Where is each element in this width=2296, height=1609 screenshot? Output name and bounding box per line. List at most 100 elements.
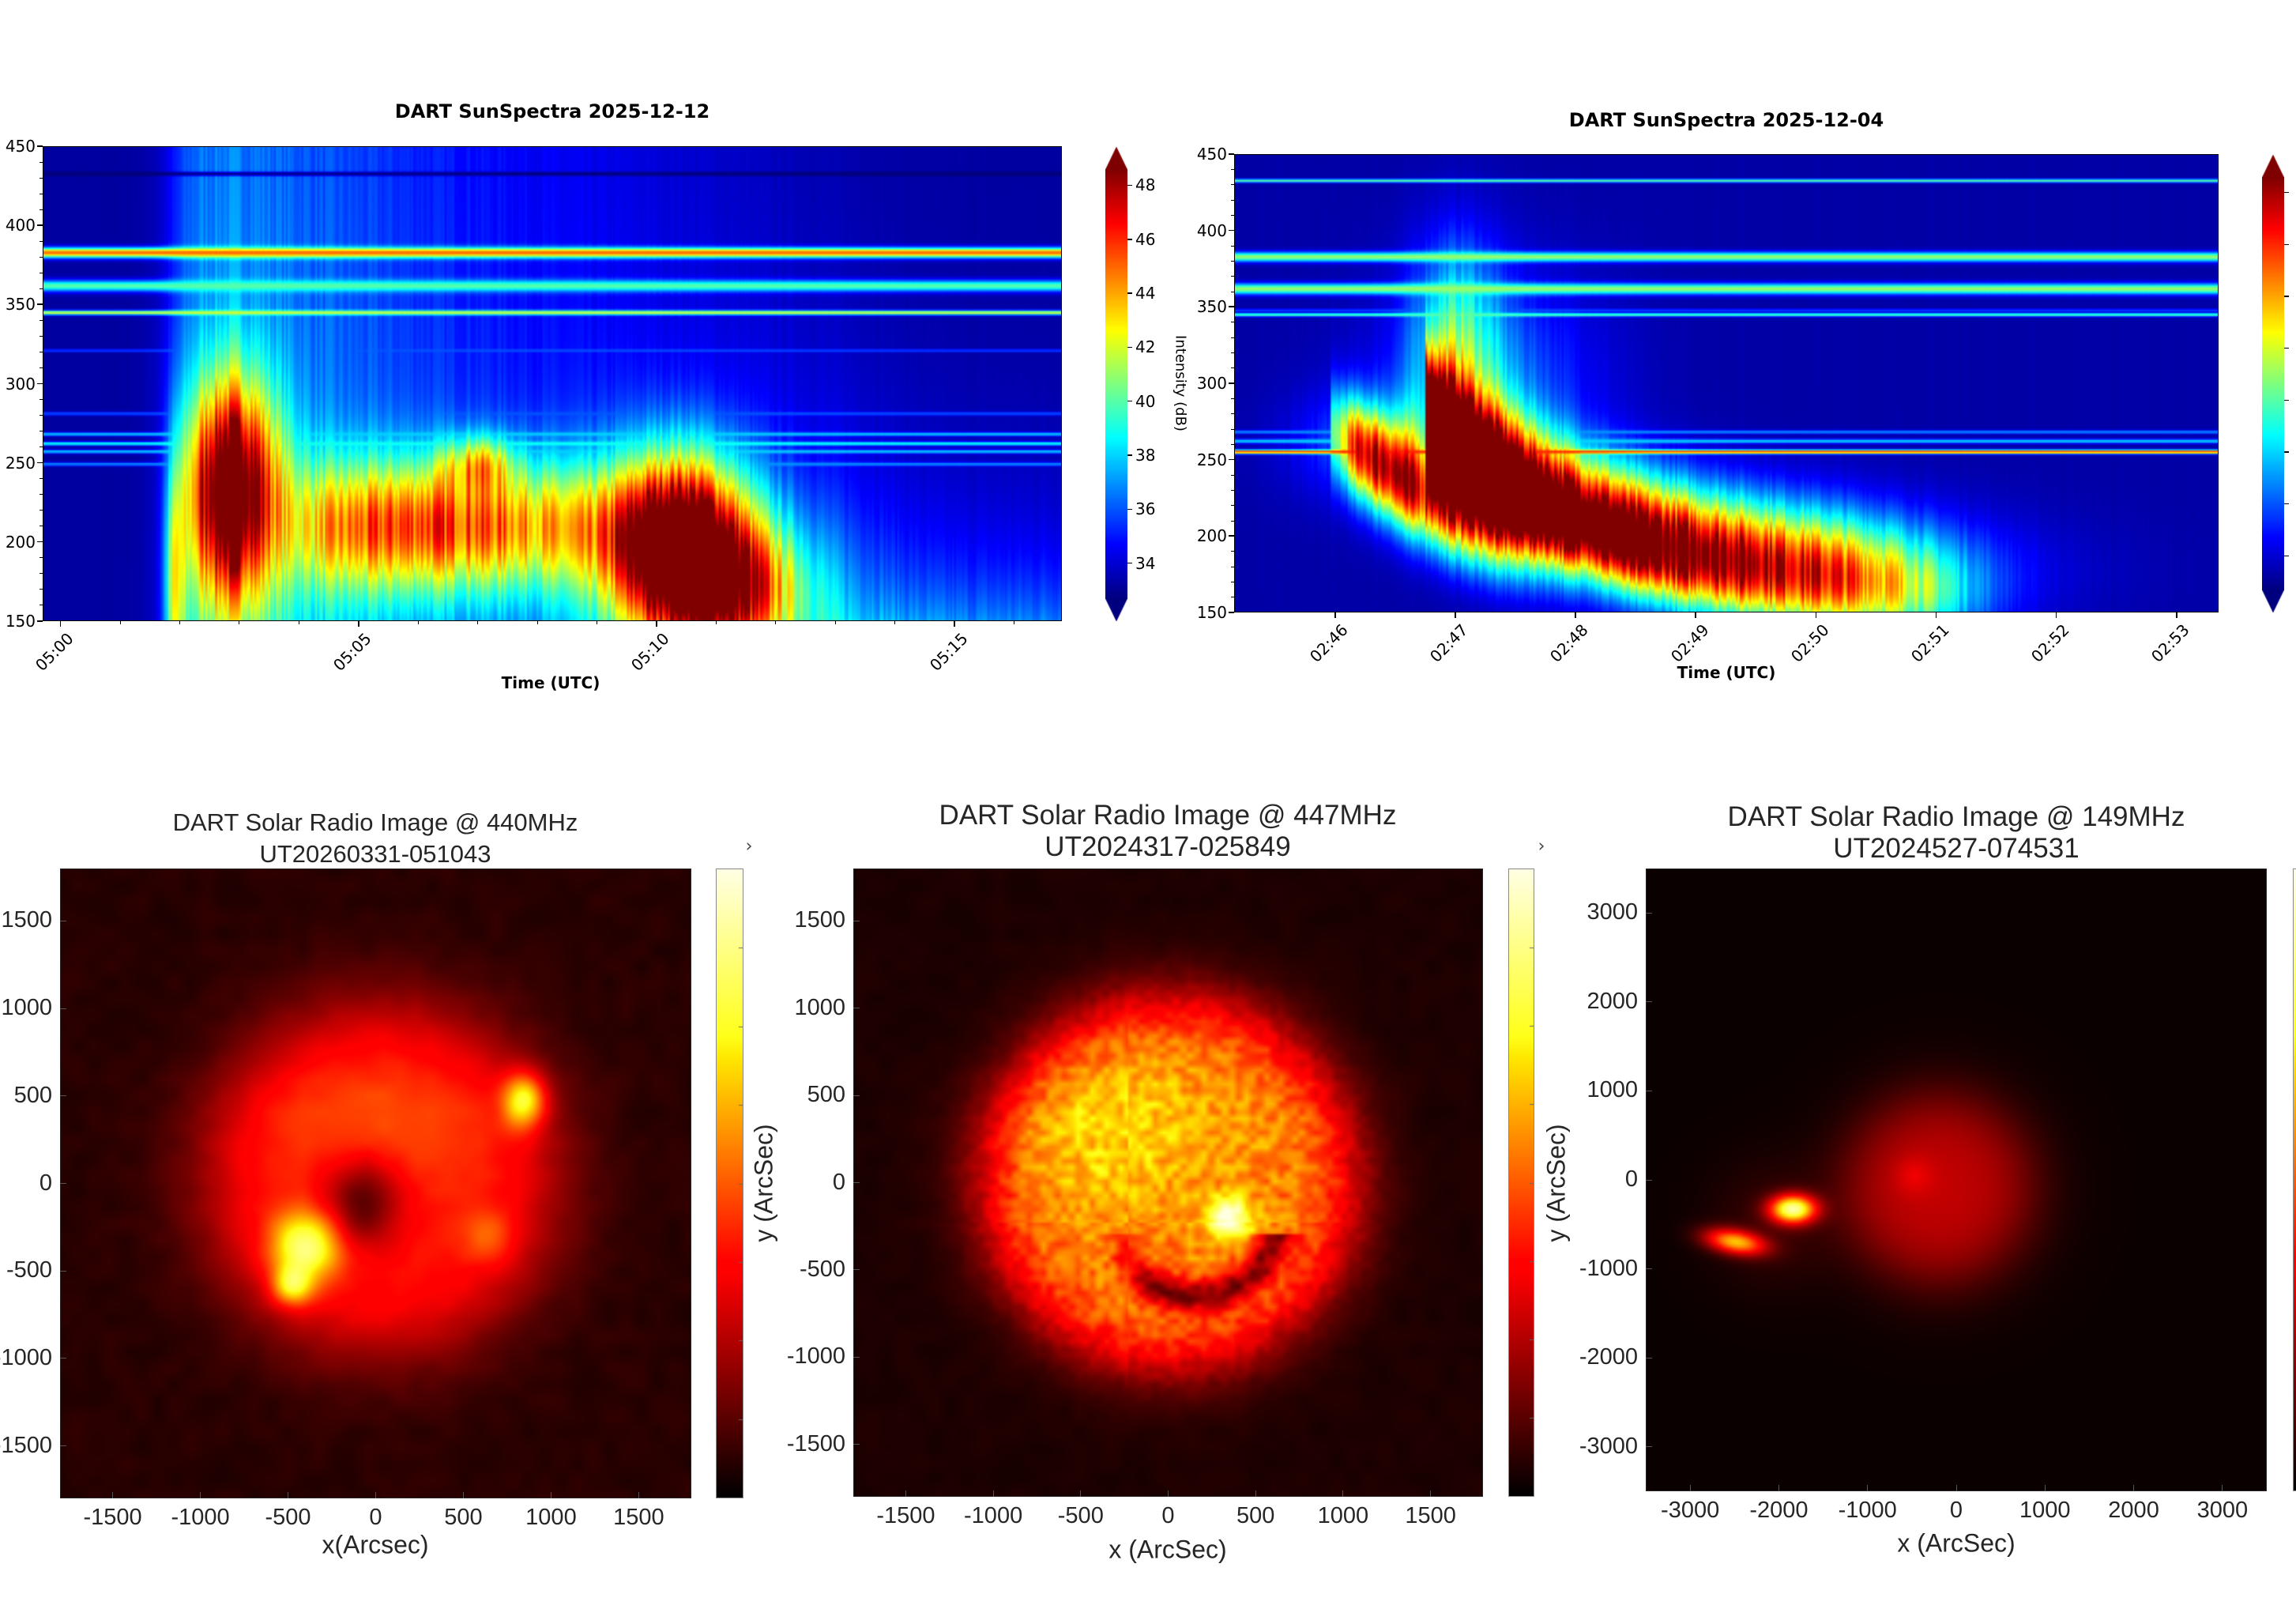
y-tick-label: -3000: [1579, 1433, 1638, 1459]
colorbar-tick: [2284, 243, 2289, 246]
x-tick-mark: [2133, 1485, 2135, 1491]
spectrogram-heatmap: [43, 146, 1062, 621]
x-tick-mark: [1455, 612, 1456, 618]
y-tick-label: 0: [832, 1169, 845, 1195]
spectrogram-plot-area: [1234, 154, 2219, 612]
x-tick-mark: [1575, 612, 1576, 618]
x-tick-label: -500: [1057, 1503, 1104, 1528]
y-minor-tick: [1231, 459, 1234, 461]
y-tick-label: 1000: [1586, 1077, 1638, 1103]
y-tick-label: 1000: [794, 994, 845, 1020]
colorbar-tick: [2284, 347, 2289, 349]
y-minor-tick: [1231, 551, 1234, 552]
x-minor-tick: [715, 621, 717, 624]
y-tick-label: -2000: [1579, 1344, 1638, 1370]
y-tick-label: 0: [39, 1170, 52, 1196]
x-tick-mark: [992, 1490, 994, 1497]
y-tick-label: 2000: [1586, 988, 1638, 1014]
x-tick-label: 0: [1161, 1503, 1175, 1528]
radio-image-plot-area: [853, 869, 1483, 1497]
chart-title: DART Solar Radio Image @ 149MHz UT202452…: [1728, 801, 2185, 865]
y-minor-tick: [40, 415, 43, 416]
x-tick-mark: [1168, 1490, 1169, 1497]
title-line-1: DART Solar Radio Image @ 149MHz: [1727, 801, 2185, 832]
y-tick-label: 1000: [1, 995, 52, 1021]
y-tick-mark: [60, 1008, 66, 1009]
colorbar-tick: [1127, 239, 1132, 240]
colorbar-tick: [2284, 296, 2289, 297]
x-tick-label: -1500: [83, 1505, 142, 1530]
colorbar-tick: [2284, 503, 2289, 505]
colorbar: [716, 869, 743, 1498]
y-minor-tick: [1231, 184, 1234, 186]
y-minor-tick: [40, 145, 43, 147]
x-tick-label: 1500: [1405, 1503, 1456, 1528]
y-tick-label: -1000: [0, 1344, 52, 1370]
y-minor-tick: [1231, 535, 1234, 537]
colorbar-gradient: [2262, 154, 2284, 612]
radio-image-heatmap: [1646, 869, 2267, 1491]
x-tick-label: 0: [369, 1505, 382, 1530]
colorbar-tick: [2284, 451, 2289, 453]
y-tick-label: 400: [5, 216, 36, 236]
spectrogram-heatmap: [1234, 154, 2219, 612]
y-tick-label: 300: [1196, 374, 1227, 393]
y-minor-tick: [40, 240, 43, 242]
colorbar-tick: [2284, 191, 2289, 194]
y-minor-tick: [1231, 382, 1234, 384]
y-minor-tick: [1231, 245, 1234, 247]
colorbar-gradient: [1105, 146, 1127, 621]
x-tick-mark: [1867, 1485, 1869, 1491]
corner-mark: ›: [1538, 836, 1545, 857]
x-tick-label: -2000: [1749, 1498, 1809, 1523]
y-tick-mark: [1646, 1446, 1652, 1448]
y-tick-label: -500: [6, 1257, 52, 1283]
y-tick-label: 350: [5, 295, 36, 315]
title-line-1: DART Solar Radio Image @ 447MHz: [939, 800, 1397, 831]
x-minor-tick: [119, 621, 121, 624]
x-tick-mark: [1334, 612, 1336, 618]
y-tick-label: 150: [1196, 603, 1227, 622]
x-tick-label: 02:53: [2147, 620, 2193, 666]
y-minor-tick: [40, 541, 43, 543]
y-minor-tick: [1231, 443, 1234, 445]
colorbar-gradient: [717, 869, 743, 1498]
colorbar: [2293, 869, 2296, 1491]
x-tick-mark: [358, 621, 359, 627]
x-tick-label: 02:51: [1906, 620, 1953, 666]
y-minor-tick: [1231, 398, 1234, 399]
colorbar-tick: [1127, 454, 1132, 456]
x-tick-label: -1000: [964, 1503, 1023, 1528]
spectrogram-plot-area: [43, 146, 1062, 621]
colorbar-tick: [1127, 346, 1132, 349]
y-minor-tick: [1231, 276, 1234, 277]
colorbar: [1508, 869, 1534, 1497]
y-tick-mark: [60, 1183, 66, 1184]
y-tick-label: 500: [807, 1082, 845, 1108]
y-tick-mark: [60, 1270, 66, 1272]
x-tick-mark: [656, 621, 657, 627]
colorbar-tick-label: 36: [1135, 499, 1156, 519]
colorbar: [2262, 154, 2289, 612]
y-tick-label: -1000: [1579, 1255, 1638, 1281]
y-tick-mark: [1646, 912, 1652, 914]
y-tick-label: 250: [5, 453, 36, 473]
x-tick-mark: [462, 1492, 464, 1498]
colorbar-tick-label: 42: [1135, 337, 1156, 357]
y-minor-tick: [1231, 413, 1234, 415]
y-minor-tick: [40, 399, 43, 401]
chart-title: DART SunSpectra 2025-12-04: [1568, 109, 1884, 131]
y-tick-mark: [1646, 1179, 1652, 1181]
corner-mark: ›: [745, 836, 753, 857]
y-minor-tick: [40, 494, 43, 496]
x-minor-tick: [417, 621, 419, 624]
x-tick-mark: [375, 1492, 376, 1498]
x-tick-mark: [1255, 1490, 1256, 1497]
x-tick-mark: [1689, 1485, 1691, 1491]
chart-title: DART SunSpectra 2025-12-12: [394, 100, 710, 122]
y-tick-mark: [60, 1445, 66, 1447]
y-minor-tick: [40, 335, 43, 337]
x-minor-tick: [775, 621, 777, 624]
x-tick-mark: [1695, 612, 1696, 618]
colorbar-tick-label: 46: [1135, 229, 1156, 249]
